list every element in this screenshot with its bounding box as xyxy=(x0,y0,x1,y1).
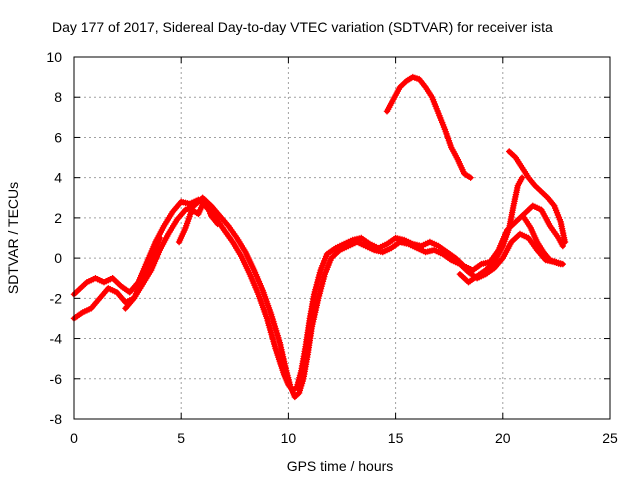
series-layer xyxy=(70,73,569,401)
y-tick-label: -8 xyxy=(50,411,63,427)
series-track-5 xyxy=(383,73,474,181)
data-point xyxy=(156,234,163,242)
series-track-8 xyxy=(521,214,566,268)
data-point xyxy=(467,174,474,181)
y-tick-label: -6 xyxy=(50,371,63,387)
data-point xyxy=(214,220,221,228)
series-track-7 xyxy=(456,174,526,286)
x-tick-labels: 0 5 10 15 20 25 xyxy=(70,430,618,446)
x-tick-label: 20 xyxy=(495,430,511,446)
series-track-4 xyxy=(175,196,221,246)
plot-frame xyxy=(73,56,611,420)
x-tick-label: 0 xyxy=(70,430,78,446)
x-tick-label: 25 xyxy=(602,430,618,446)
y-tick-label: 2 xyxy=(54,210,62,226)
series-track-6 xyxy=(506,148,569,246)
y-tick-label: 6 xyxy=(54,129,62,145)
y-tick-label: -2 xyxy=(50,290,63,306)
series-band xyxy=(71,195,564,400)
data-point xyxy=(559,242,566,250)
data-point xyxy=(518,174,526,181)
series-track-3 xyxy=(122,234,163,312)
data-point xyxy=(561,238,569,246)
y-tick-label: 0 xyxy=(54,250,62,266)
y-tick-label: -4 xyxy=(50,331,63,347)
y-tick-label: 8 xyxy=(54,89,62,105)
data-point xyxy=(294,391,301,398)
x-tick-label: 5 xyxy=(177,430,185,446)
y-axis-label: SDTVAR / TECUs xyxy=(5,182,21,294)
y-tick-label: 10 xyxy=(46,49,62,65)
tick-marks xyxy=(73,56,611,420)
x-tick-label: 10 xyxy=(281,430,297,446)
series-track-2 xyxy=(70,194,564,401)
data-point xyxy=(559,260,566,268)
x-tick-label: 15 xyxy=(388,430,404,446)
y-tick-label: 4 xyxy=(54,170,62,186)
x-axis-label: GPS time / hours xyxy=(287,458,394,474)
y-tick-labels: -8 -6 -4 -2 0 2 4 6 8 10 xyxy=(46,49,62,427)
chart-title: Day 177 of 2017, Sidereal Day-to-day VTE… xyxy=(52,19,553,35)
